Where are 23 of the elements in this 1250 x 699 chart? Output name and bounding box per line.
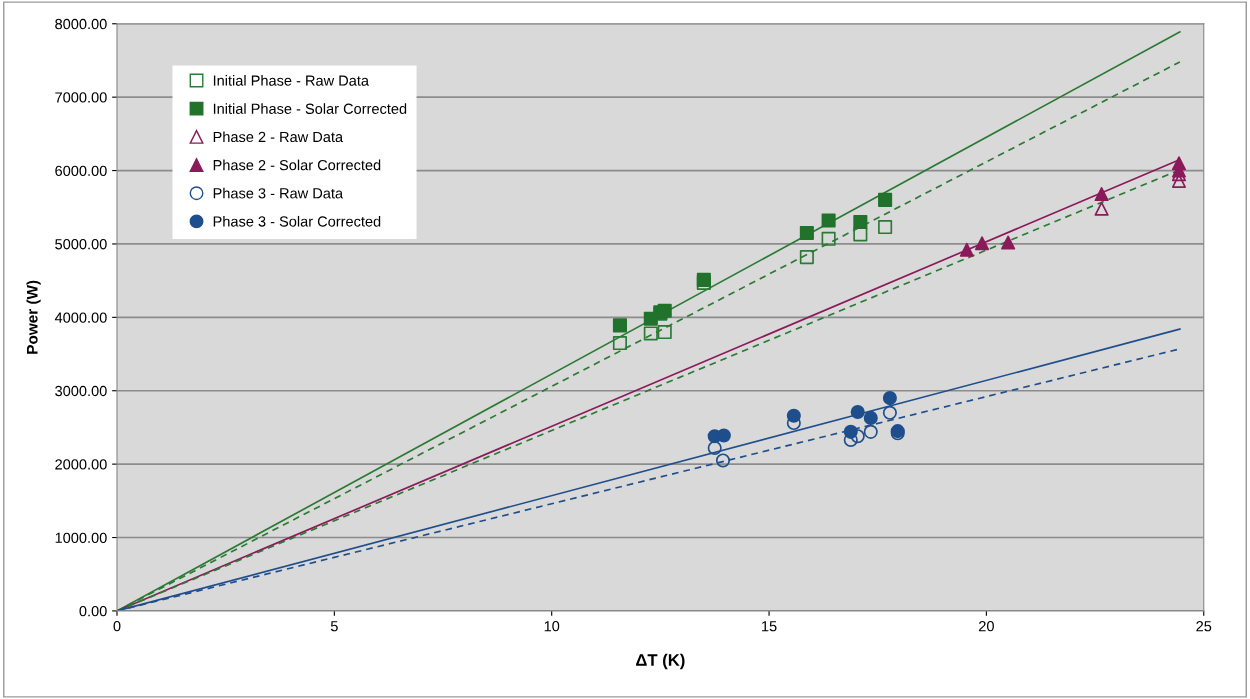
legend-label: Initial Phase - Raw Data [213, 75, 370, 86]
y-tick-label: 3000.00 [55, 385, 107, 397]
y-tick-label: 2000.00 [55, 459, 107, 470]
y-tick-label: 8000.00 [55, 18, 107, 30]
y-tick-label: 0.00 [79, 606, 107, 617]
y-tick-label: 7000.00 [55, 92, 107, 103]
x-tick-label: 10 [544, 621, 560, 632]
x-tick-label: 20 [979, 621, 994, 632]
x-tick-label: 5 [330, 621, 338, 632]
y-tick-label: 4000.00 [54, 312, 107, 323]
legend-label: Phase 3 - Solar Corrected [213, 215, 381, 227]
x-axis-title: ΔT (K) [636, 653, 685, 670]
y-axis-title: Power (W) [26, 280, 41, 354]
x-tick-label: 0 [113, 621, 121, 632]
x-tick-label: 25 [1196, 621, 1212, 632]
legend-label: Phase 2 - Raw Data [213, 131, 344, 143]
y-tick-label: 5000.00 [55, 239, 107, 250]
y-tick-label: 1000.00 [55, 532, 107, 543]
y-tick-label: 6000.00 [55, 165, 107, 176]
legend-label: Initial Phase - Solar Corrected [213, 103, 407, 114]
x-tick-label: 15 [762, 621, 777, 632]
legend-label: Phase 3 - Raw Data [213, 187, 344, 199]
legend-label: Phase 2 - Solar Corrected [213, 159, 381, 171]
